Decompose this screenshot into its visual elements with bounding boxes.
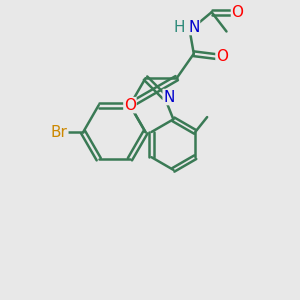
Text: N: N [163, 89, 175, 104]
Text: N: N [188, 20, 200, 34]
Text: Br: Br [51, 125, 68, 140]
Text: O: O [124, 98, 136, 112]
Text: O: O [216, 49, 228, 64]
Text: O: O [232, 5, 244, 20]
Text: H: H [173, 20, 185, 34]
